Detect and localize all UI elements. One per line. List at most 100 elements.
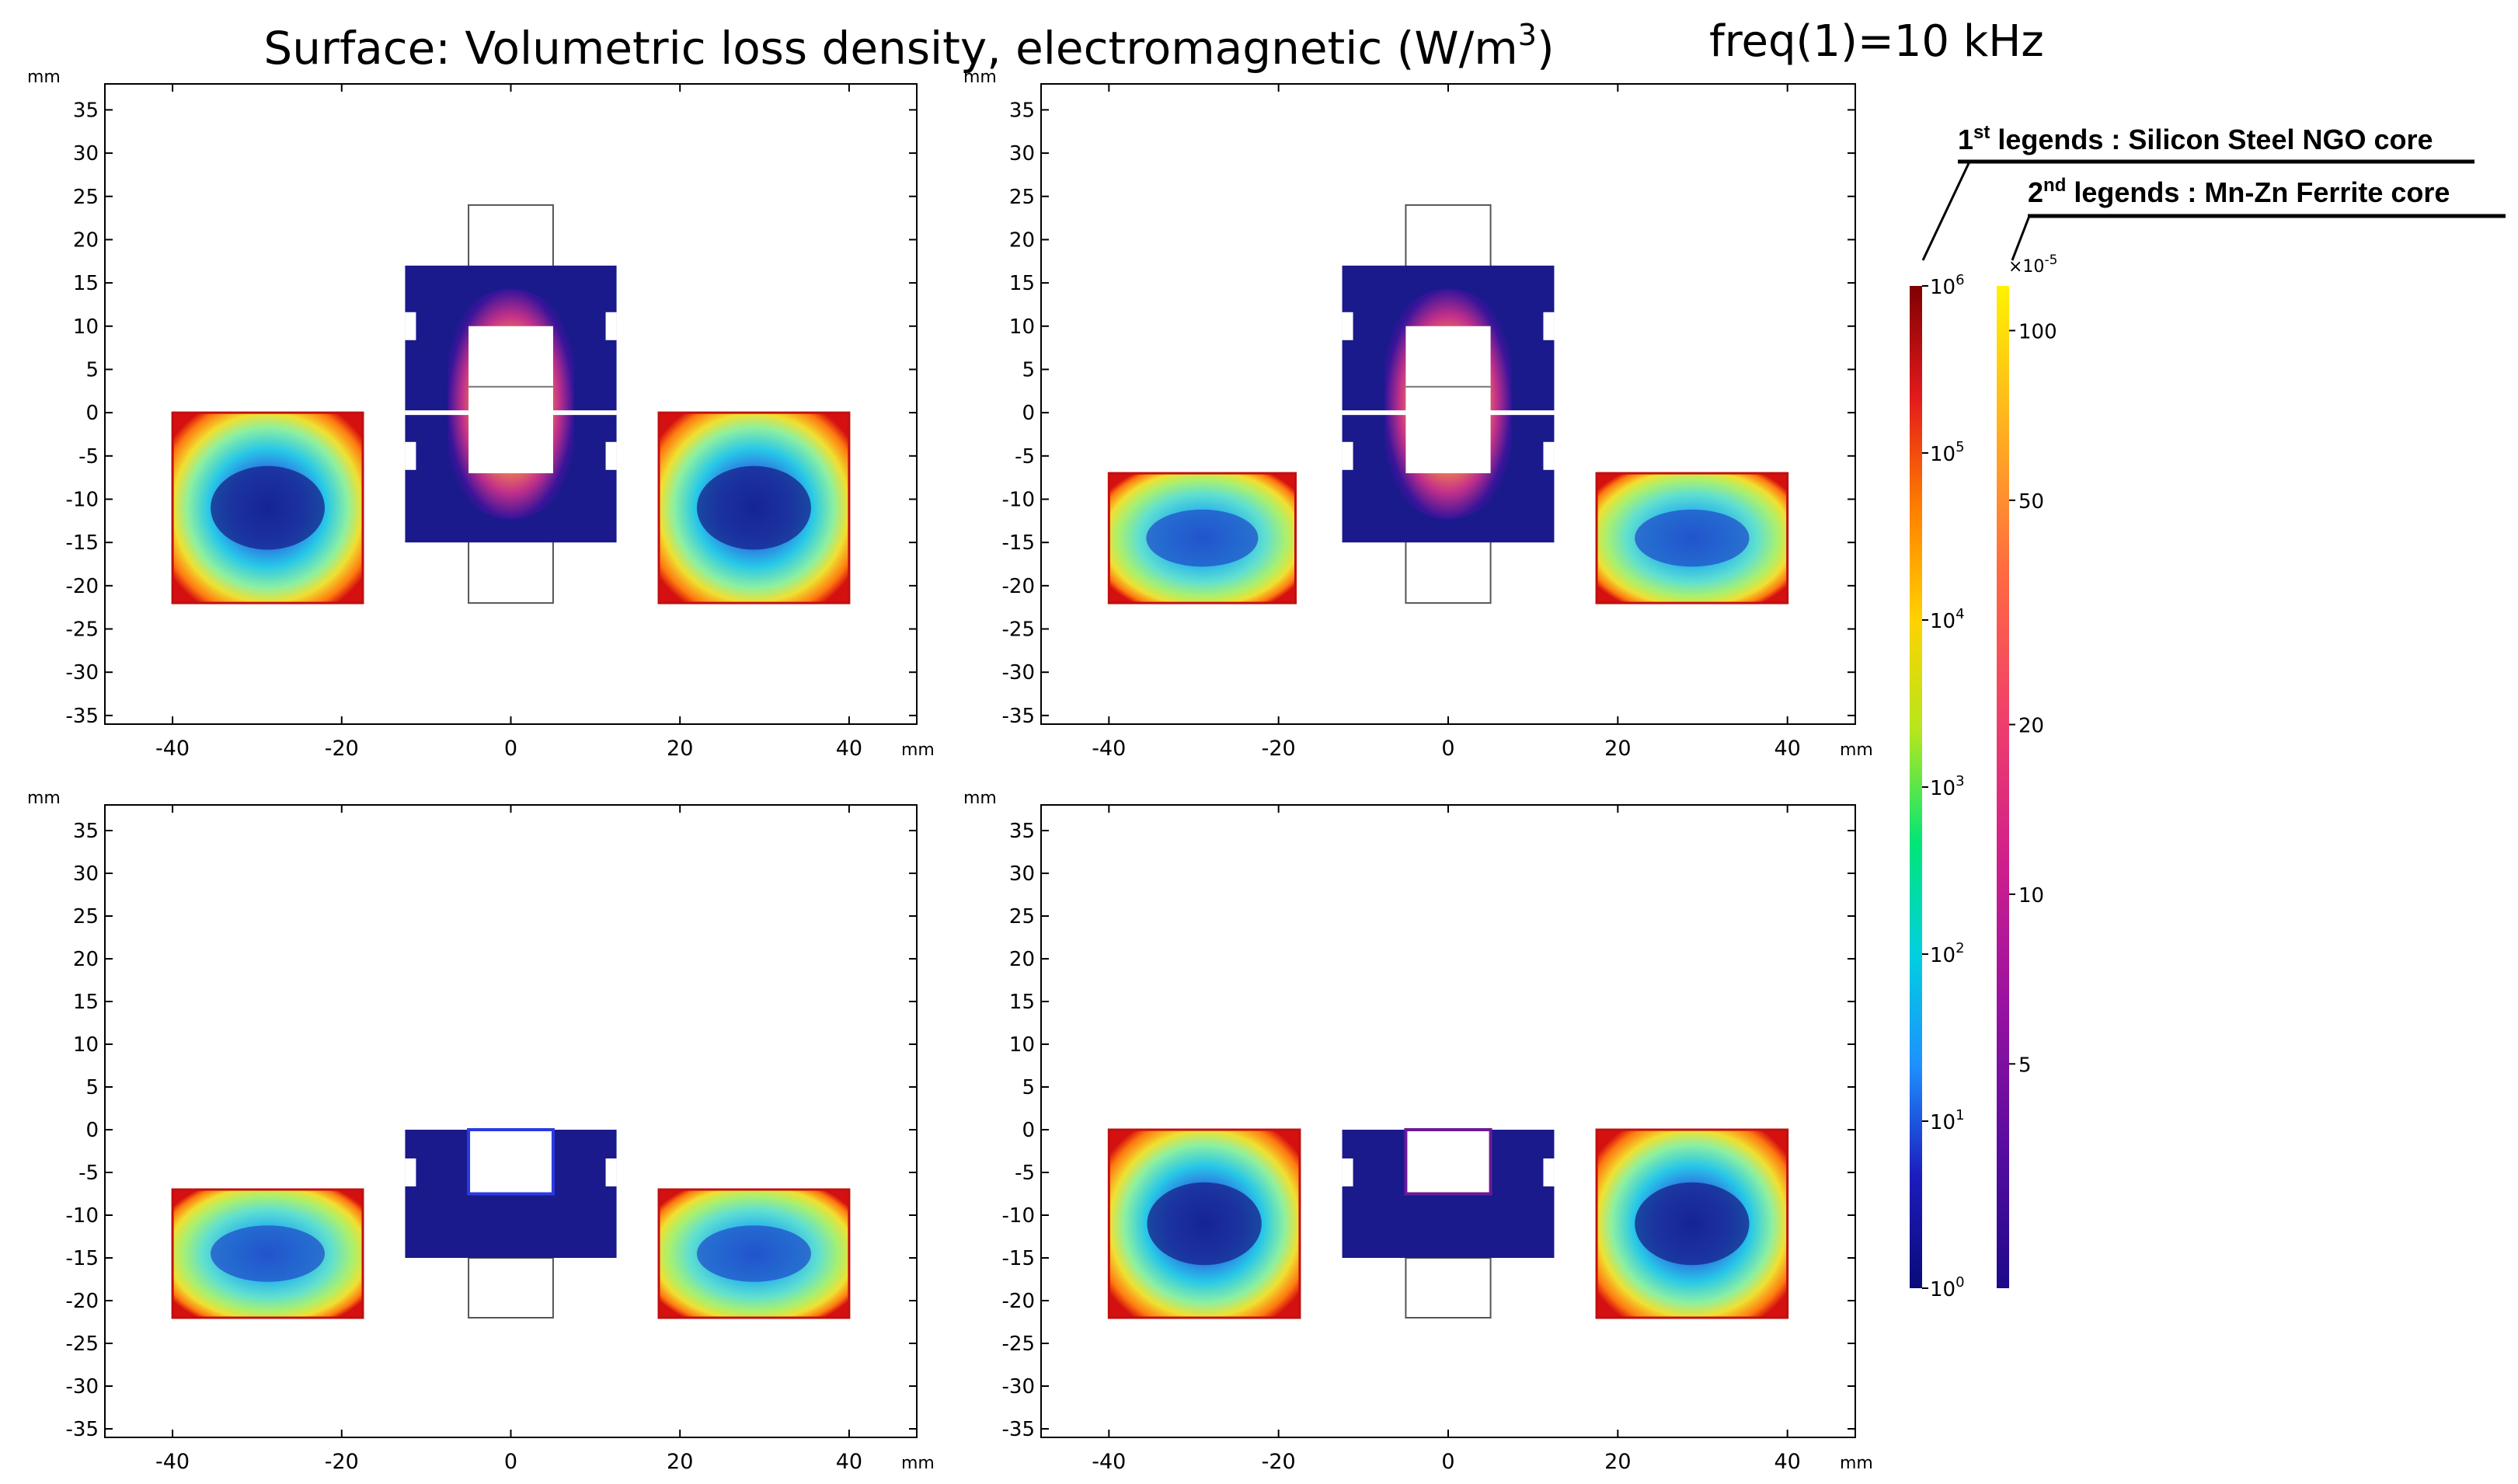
y-tick-label: 30 [1009, 142, 1035, 165]
core-window [1405, 326, 1491, 474]
colorbar2-multiplier: ×10-5 [2008, 253, 2057, 277]
plot-frame [104, 804, 918, 1438]
winding-core-band [1635, 509, 1750, 567]
y-tick-label: -35 [1002, 1418, 1035, 1441]
core-notch [405, 1158, 416, 1186]
colorbar2-tick-label: 100 [2018, 320, 2057, 343]
legend-notes: 1st legends : Silicon Steel NGO core 2nd… [1921, 122, 2506, 261]
y-tick-label: -15 [66, 1247, 99, 1270]
y-tick-label: -30 [66, 661, 99, 685]
core-notch [405, 441, 416, 470]
x-unit-label: mm [1840, 740, 1873, 760]
x-unit-label: mm [901, 1454, 935, 1473]
y-tick-label: -20 [66, 1290, 99, 1313]
y-tick-label: 0 [1022, 402, 1035, 425]
winding-core-band [696, 1225, 811, 1282]
plot-panel-bottom-left: 35 30 25 20 15 10 5 0 -5 -10 -15 -20 -25 -30 -35 -40 -20… [27, 789, 935, 1474]
winding-core-band [1146, 509, 1259, 567]
y-tick-label: -10 [66, 488, 99, 511]
x-tick-label: -20 [325, 737, 359, 761]
y-tick-label: 15 [73, 991, 99, 1014]
x-tick-label: -40 [1092, 737, 1126, 761]
y-tick-label: -25 [1002, 1332, 1035, 1356]
y-tick-label: 30 [1009, 862, 1035, 886]
colorbar1-tick-label: 102 [1930, 940, 1965, 967]
x-tick-label: 20 [667, 737, 693, 761]
y-tick-label: -25 [66, 618, 99, 642]
y-tick-label: 30 [73, 862, 99, 886]
y-tick-label: -35 [1002, 705, 1035, 728]
y-tick-label: -30 [1002, 1375, 1035, 1399]
x-tick-label: -40 [1092, 1450, 1126, 1474]
y-tick-label: -5 [1015, 1162, 1035, 1185]
y-tick-label: -15 [66, 531, 99, 555]
y-unit-label: mm [963, 68, 997, 87]
y-tick-label: 35 [1009, 99, 1035, 122]
x-tick-label: 20 [1604, 1450, 1631, 1474]
core-notch [605, 1158, 617, 1186]
first-legend-pointer [1921, 161, 1971, 261]
y-tick-label: -25 [66, 1332, 99, 1356]
y-tick-label: -10 [1002, 1204, 1035, 1228]
core-window [1404, 1128, 1492, 1196]
y-tick-label: 35 [73, 820, 99, 843]
y-tick-label: -25 [1002, 618, 1035, 642]
x-tick-label: 0 [1441, 1450, 1454, 1474]
x-tick-label: -40 [155, 1450, 190, 1474]
y-tick-label: 10 [1009, 1033, 1035, 1057]
core-notch [1342, 312, 1353, 340]
y-tick-label: -20 [66, 575, 99, 598]
x-tick-label: -20 [1262, 737, 1296, 761]
colorbar2-tick-label: 20 [2018, 715, 2044, 738]
x-tick-label: -20 [1262, 1450, 1296, 1474]
core-notch [1342, 441, 1353, 470]
x-tick-label: 0 [504, 1450, 517, 1474]
x-tick-label: 20 [667, 1450, 693, 1474]
y-tick-label: 5 [1022, 358, 1035, 381]
colorbar2-tick-label: 10 [2018, 884, 2044, 907]
colorbar1-tick-label: 106 [1930, 272, 1965, 299]
y-tick-label: -15 [1002, 531, 1035, 555]
y-unit-label: mm [27, 789, 61, 808]
core-notch [1342, 1158, 1353, 1186]
winding-core-band [211, 1225, 326, 1282]
air-gap [1342, 410, 1555, 416]
core-notch [1543, 312, 1555, 340]
colorbar2-tick-label: 50 [2018, 490, 2044, 514]
y-tick-label: -20 [1002, 575, 1035, 598]
winding-core-band [211, 465, 326, 550]
first-legend-note: 1st legends : Silicon Steel NGO core [1958, 122, 2433, 155]
y-tick-label: 0 [85, 402, 99, 425]
y-tick-label: -10 [66, 1204, 99, 1228]
x-tick-label: 40 [1774, 737, 1800, 761]
x-unit-label: mm [1840, 1454, 1873, 1473]
colorbar1-tick-label: 101 [1930, 1107, 1965, 1134]
y-tick-label: -20 [1002, 1290, 1035, 1313]
x-tick-label: 20 [1604, 737, 1631, 761]
y-tick-label: -35 [66, 1418, 99, 1441]
colorbar-silicon-steel: 106 105 104 103 102 101 100 [1910, 272, 1965, 1301]
y-tick-label: -10 [1002, 488, 1035, 511]
figure-title: Surface: Volumetric loss density, electr… [263, 18, 1554, 75]
plot-frame [1040, 804, 1856, 1438]
y-tick-label: 0 [85, 1119, 99, 1142]
colorbar-gradient [1910, 286, 1922, 1288]
x-tick-label: -40 [155, 737, 190, 761]
core-notch [605, 441, 617, 470]
y-tick-label: 25 [1009, 905, 1035, 928]
y-tick-label: 25 [73, 905, 99, 928]
colorbar1-tick-label: 100 [1930, 1274, 1965, 1301]
x-tick-label: 40 [836, 737, 862, 761]
y-unit-label: mm [27, 68, 61, 87]
colorbar-gradient [1997, 286, 2009, 1288]
colorbar2-tick-label: 5 [2018, 1054, 2032, 1077]
y-tick-label: 30 [73, 142, 99, 165]
y-tick-label: 25 [1009, 186, 1035, 209]
colorbar1-tick-label: 103 [1930, 773, 1965, 800]
y-tick-label: 5 [1022, 1076, 1035, 1099]
core-notch [1543, 1158, 1555, 1186]
y-tick-label: 15 [73, 272, 99, 295]
y-tick-label: 20 [1009, 948, 1035, 971]
y-tick-label: 35 [1009, 820, 1035, 843]
